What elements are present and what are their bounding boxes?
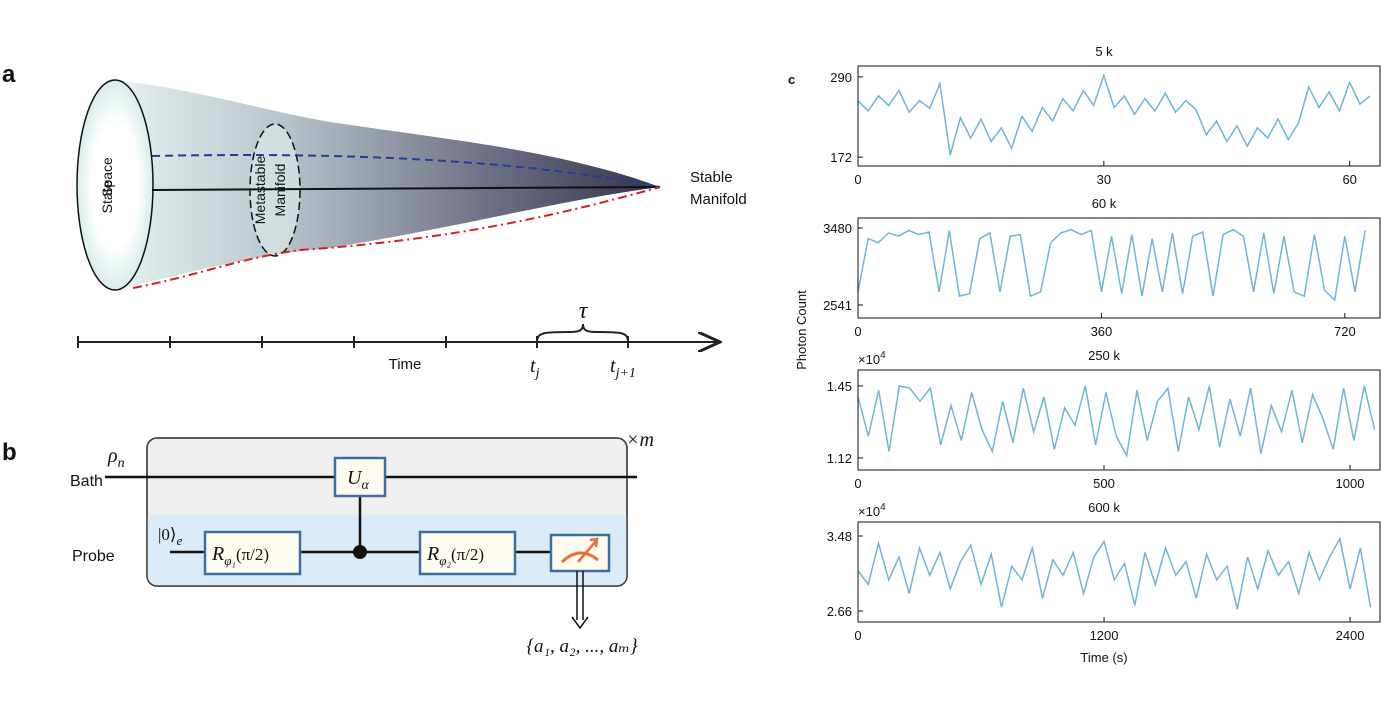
plot-frame (857, 65, 1381, 167)
x-tick-label: 1200 (1090, 628, 1119, 643)
time-ticks (77, 336, 629, 348)
x-tick-label: 0 (854, 628, 861, 643)
x-tick-label: 0 (854, 172, 861, 187)
ket: |0⟩e (158, 525, 183, 548)
exponent-power: 4 (880, 502, 886, 513)
axis-exponent: ×104 (858, 502, 886, 519)
brace (536, 323, 629, 343)
x-tick-label: 60 (1342, 172, 1356, 187)
y-tick-label: 172 (830, 150, 852, 165)
chart-title: 5 k (1095, 44, 1113, 59)
funnel (115, 80, 660, 290)
exponent-power: 4 (880, 350, 886, 361)
tj1: tj+1 (610, 355, 636, 381)
axis-exponent: ×104 (858, 350, 886, 367)
probe-label: Probe (72, 548, 115, 565)
x-tick-label: 1000 (1336, 476, 1365, 491)
panel-label: c (788, 72, 795, 87)
time-label: Time (389, 356, 422, 373)
state-space-label: StateSpace (99, 157, 115, 213)
u-gate (333, 456, 387, 498)
panel-a: a StateSpace Metastable Manifold Stable M… (2, 61, 747, 381)
meter-arc (560, 551, 599, 564)
metastable-label: Metastable Manifold (252, 156, 288, 225)
y-tick-label: 2.66 (827, 604, 852, 619)
panel-c: c Photon Count Time (s) 5 k 172 290 0 30 60 60… (788, 44, 1381, 665)
x-tick-label: 360 (1091, 324, 1113, 339)
repeat: ×m (626, 429, 654, 451)
exponent-base: ×10 (858, 504, 880, 519)
x-tick-label: 0 (854, 476, 861, 491)
data-line (857, 228, 1366, 302)
x-tick-label: 500 (1093, 476, 1115, 491)
x-tick-label: 0 (854, 324, 861, 339)
y-tick-label: 1.45 (827, 379, 852, 394)
state-space-ellipse (76, 79, 154, 291)
red-trajectory (132, 186, 661, 289)
control-dot (353, 545, 367, 559)
data-line (857, 536, 1372, 610)
circuit-border (146, 437, 628, 587)
meter-needle (577, 540, 597, 563)
r1-label: Rφ₁(π/2) (211, 543, 269, 568)
x-axis-label: Time (s) (1080, 650, 1127, 665)
plot-frame (857, 521, 1381, 623)
outcome: {a₁, a₂, ..., aₘ} (526, 636, 638, 657)
r2-label: Rφ₂(π/2) (426, 543, 484, 568)
x-tick-label: 30 (1097, 172, 1111, 187)
plot-frame (857, 369, 1381, 471)
rho: ρn (107, 445, 125, 471)
chart-title: 60 k (1092, 196, 1117, 211)
chart-title: 600 k (1088, 500, 1120, 515)
stable-label: Manifold (690, 191, 747, 208)
y-tick-label: 290 (830, 70, 852, 85)
meter-arrow (589, 537, 599, 548)
x-tick-label: 720 (1334, 324, 1356, 339)
plot-frame (857, 217, 1381, 319)
data-line (857, 73, 1371, 156)
x-tick-label: 2400 (1336, 628, 1365, 643)
tj: tj (530, 355, 540, 381)
bath-label: Bath (70, 473, 103, 490)
panel-label: b (2, 439, 17, 466)
panel-label: a (2, 61, 16, 88)
y-tick-label: 3480 (823, 221, 852, 236)
data-line (857, 385, 1376, 459)
panel-b: b Bath Probe ρn ×m |0⟩e Uα Rφ₁(π/2) Rφ₂(… (2, 429, 654, 657)
exponent-base: ×10 (858, 352, 880, 367)
y-tick-label: 2541 (823, 298, 852, 313)
center-line (151, 186, 661, 191)
y-axis-label: Photon Count (794, 290, 809, 370)
tau: τ (579, 298, 589, 324)
u-gate-label: Uα (347, 467, 369, 493)
classical-arrow (571, 616, 589, 630)
blue-trajectory (151, 154, 661, 188)
stable-label: Stable (690, 169, 733, 186)
r1-gate (203, 530, 302, 576)
r2-gate (418, 530, 517, 576)
chart-title: 250 k (1088, 348, 1120, 363)
y-tick-label: 1.12 (827, 451, 852, 466)
y-tick-label: 3.48 (827, 529, 852, 544)
